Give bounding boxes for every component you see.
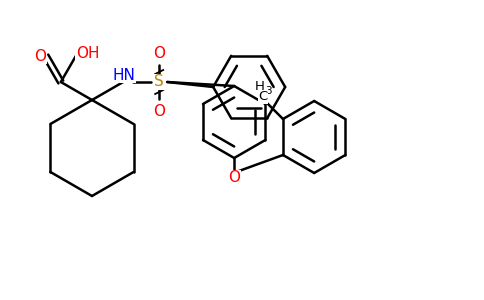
Text: C: C (258, 91, 268, 103)
Text: OH: OH (76, 46, 100, 61)
Text: S: S (154, 74, 164, 89)
Text: H: H (255, 80, 265, 94)
Text: O: O (153, 103, 165, 118)
Text: O: O (34, 49, 46, 64)
Text: 3: 3 (265, 86, 272, 96)
Text: O: O (228, 170, 240, 185)
Text: HN: HN (113, 68, 136, 82)
Text: O: O (153, 46, 165, 61)
